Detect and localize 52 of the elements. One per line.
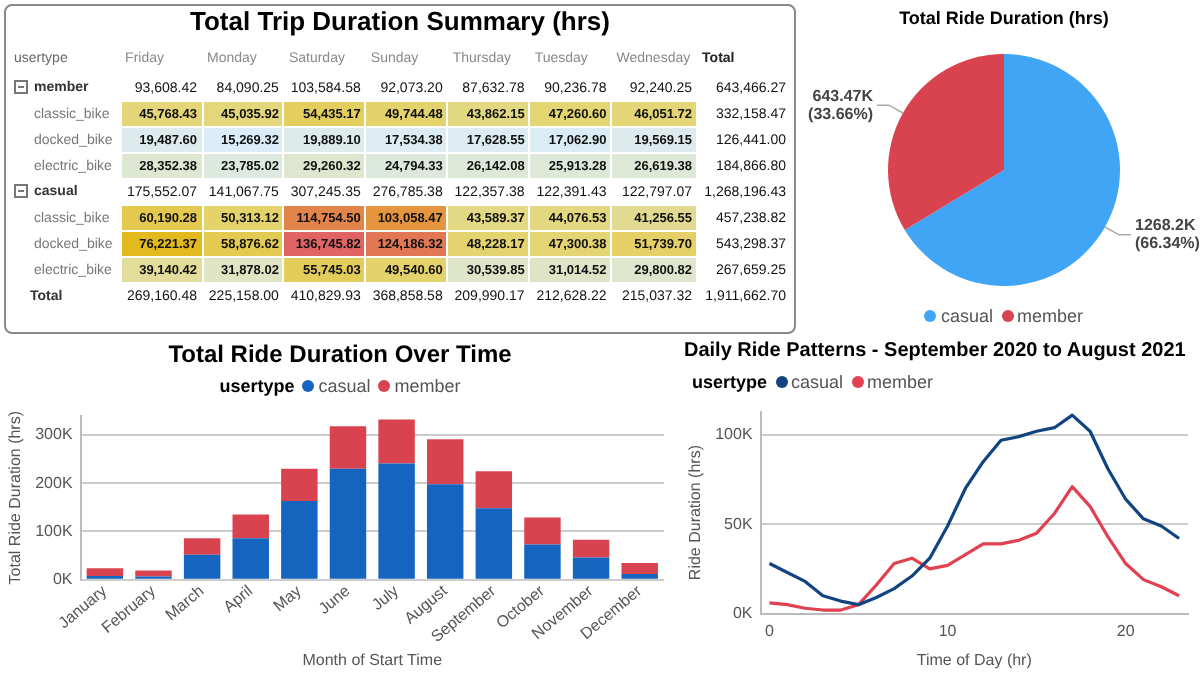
legend-label: member (394, 375, 461, 395)
chart-title: Total Trip Duration Summary (hrs) (188, 6, 612, 40)
y-tick-label: 100K (715, 425, 754, 444)
bar (86, 568, 124, 576)
bar (378, 419, 415, 464)
legend-title: usertype (219, 375, 295, 395)
chart-title: Total Ride Duration Over Time (166, 340, 514, 372)
bar (475, 508, 513, 579)
bar (426, 484, 464, 579)
bar (426, 439, 464, 485)
bar (572, 539, 610, 558)
y-axis-title: Ride Duration (hrs) (686, 444, 705, 581)
bar (475, 471, 513, 509)
bar (524, 544, 561, 579)
x-tick-label: 10 (938, 621, 958, 640)
x-tick-label: 20 (1116, 621, 1136, 640)
y-tick-label: 0K (732, 604, 754, 623)
bar (281, 468, 318, 502)
chart-title: Total Ride Duration (hrs) (897, 8, 1111, 32)
legend-label: casual (791, 371, 844, 391)
bar (281, 501, 318, 579)
legend-title: usertype (692, 371, 768, 391)
y-axis-title: Total Ride Duration (hrs) (6, 410, 25, 585)
legend-label: casual (318, 375, 371, 395)
y-tick-label: 50K (724, 514, 754, 533)
data-label: 643.47K (33.66%) (808, 86, 874, 123)
bar (524, 517, 561, 545)
y-tick-label: 0K (52, 570, 74, 589)
bar (572, 557, 610, 579)
y-tick-label: 100K (35, 521, 74, 540)
legend-label: casual (940, 305, 993, 325)
x-tick-label: 0 (765, 621, 776, 640)
bar (621, 573, 658, 579)
y-tick-label: 300K (35, 425, 74, 444)
x-tick-label: June (315, 581, 355, 618)
legend-label: member (1017, 305, 1084, 325)
bar (329, 468, 367, 579)
x-tick-label: May (270, 581, 305, 616)
bar (232, 514, 269, 539)
bar (232, 538, 269, 579)
bar (621, 562, 658, 574)
bar (183, 538, 221, 555)
bar (183, 554, 221, 579)
chart-title: Daily Ride Patterns - September 2020 to August 2021 (684, 340, 1188, 366)
bar (378, 463, 415, 579)
x-tick-label: July (368, 581, 402, 614)
legend-label: member (867, 371, 934, 391)
x-axis-title: Month of Start Time (302, 650, 444, 669)
data-label: 1268.2K (66.34%) (1134, 216, 1201, 253)
bar (329, 426, 367, 469)
y-tick-label: 200K (35, 473, 74, 492)
x-axis-title: Time of Day (hr) (916, 650, 1033, 669)
